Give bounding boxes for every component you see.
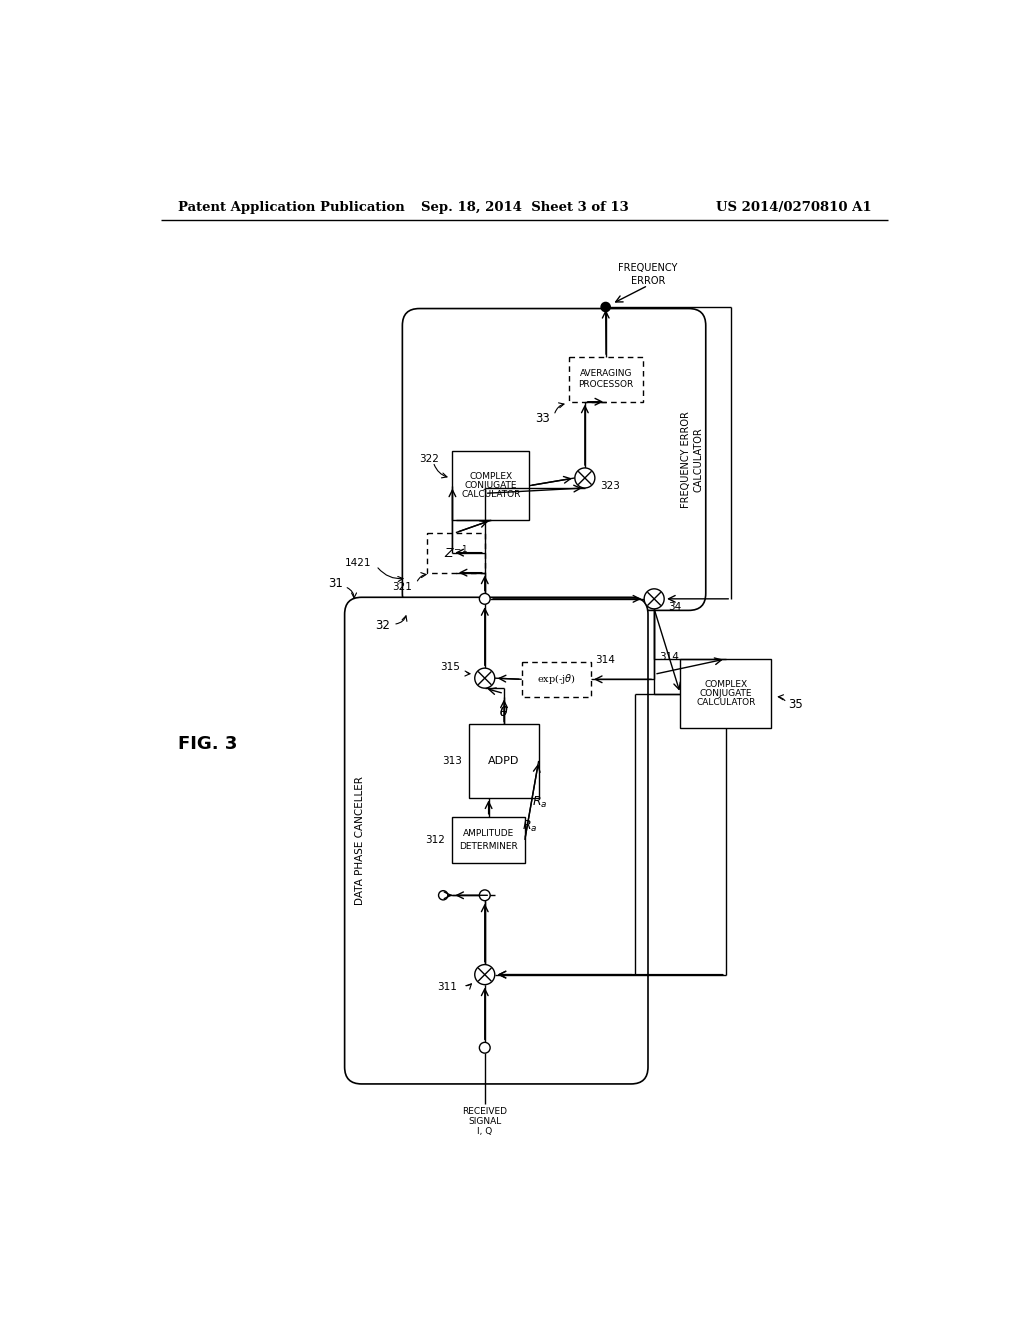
Text: RECEIVED: RECEIVED (462, 1107, 507, 1117)
Text: AMPLITUDE: AMPLITUDE (463, 829, 514, 838)
Bar (569, 358, 643, 401)
Text: exp(-j$\theta$): exp(-j$\theta$) (537, 672, 575, 686)
Circle shape (479, 594, 490, 605)
Text: $Z^{-1}$: $Z^{-1}$ (444, 544, 468, 561)
Text: 33: 33 (535, 412, 550, 425)
Bar (521, 663, 591, 697)
Text: Patent Application Publication: Patent Application Publication (178, 201, 406, 214)
Text: 31: 31 (329, 577, 343, 590)
Text: 312: 312 (425, 834, 444, 845)
Text: 313: 313 (441, 756, 462, 766)
Circle shape (438, 891, 447, 900)
Text: 34: 34 (668, 602, 681, 611)
Text: COMPLEX: COMPLEX (469, 473, 512, 480)
Text: 315: 315 (440, 663, 460, 672)
Bar (453, 451, 529, 520)
Bar (680, 659, 771, 729)
Text: PROCESSOR: PROCESSOR (579, 380, 634, 389)
Text: 32: 32 (375, 619, 390, 632)
Text: DETERMINER: DETERMINER (459, 842, 518, 850)
Text: CONJUGATE: CONJUGATE (699, 689, 752, 698)
FancyBboxPatch shape (402, 309, 706, 610)
Text: 314: 314 (658, 652, 679, 663)
Text: 314: 314 (596, 656, 615, 665)
Bar (427, 533, 484, 573)
Text: $\theta$: $\theta$ (500, 705, 509, 719)
Text: US 2014/0270810 A1: US 2014/0270810 A1 (716, 201, 871, 214)
Text: SIGNAL: SIGNAL (468, 1117, 502, 1126)
Text: FREQUENCY ERROR
CALCULATOR: FREQUENCY ERROR CALCULATOR (681, 411, 703, 508)
Circle shape (479, 890, 490, 900)
Text: CALCULATOR: CALCULATOR (696, 698, 756, 708)
Circle shape (475, 668, 495, 688)
Circle shape (475, 965, 495, 985)
Text: I, Q: I, Q (477, 1127, 493, 1137)
FancyBboxPatch shape (345, 597, 648, 1084)
Text: CALCULATOR: CALCULATOR (461, 491, 520, 499)
Text: ADPD: ADPD (488, 756, 520, 766)
Circle shape (479, 1043, 490, 1053)
Text: $R_a$: $R_a$ (532, 796, 548, 810)
Text: 311: 311 (437, 982, 457, 991)
Bar (453, 817, 524, 863)
Text: AVERAGING: AVERAGING (580, 370, 632, 379)
Text: 321: 321 (392, 582, 412, 591)
Text: DATA PHASE CANCELLER: DATA PHASE CANCELLER (355, 776, 365, 906)
Text: 1421: 1421 (345, 557, 372, 568)
Text: 323: 323 (600, 480, 621, 491)
Text: FREQUENCY
ERROR: FREQUENCY ERROR (618, 264, 678, 286)
Text: COMPLEX: COMPLEX (705, 680, 748, 689)
Text: $R_a$: $R_a$ (521, 818, 538, 833)
Circle shape (644, 589, 665, 609)
Bar (469, 725, 539, 797)
Text: $\theta$: $\theta$ (500, 705, 509, 719)
Text: FIG. 3: FIG. 3 (178, 735, 238, 752)
Text: CONJUGATE: CONJUGATE (465, 482, 517, 490)
Text: 35: 35 (788, 698, 803, 711)
Circle shape (601, 302, 610, 312)
Text: Sep. 18, 2014  Sheet 3 of 13: Sep. 18, 2014 Sheet 3 of 13 (421, 201, 629, 214)
Circle shape (574, 469, 595, 488)
Text: 322: 322 (419, 454, 439, 463)
